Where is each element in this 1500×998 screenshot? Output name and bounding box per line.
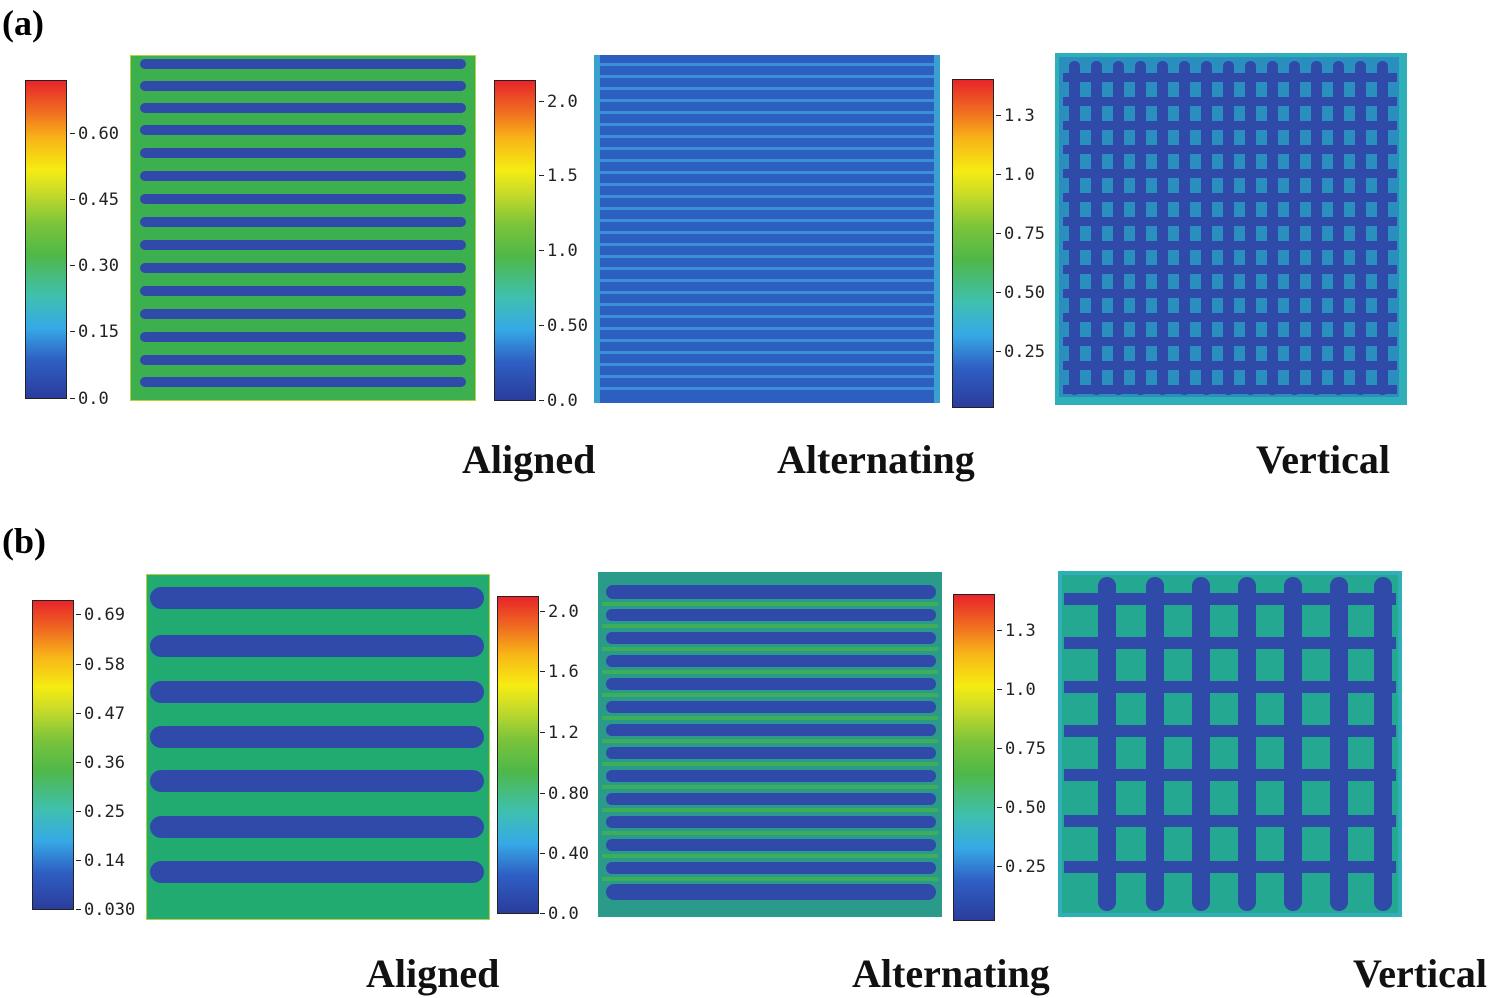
colorbar-tick: 0.50	[996, 283, 1045, 303]
colorbar-a-aligned	[25, 80, 67, 399]
colorbar-tick: 0.030	[75, 900, 136, 920]
colorbar-tick: 0.15	[70, 322, 119, 342]
colorbar-tick: 1.5	[539, 166, 578, 186]
colorbar-tick: 0.50	[539, 316, 588, 336]
colorbar-tick: 2.0	[539, 92, 578, 112]
colorbar-tick: 2.0	[540, 602, 579, 622]
contour-map-a-alternating	[594, 55, 940, 403]
colorbar-tick: 0.25	[76, 802, 125, 822]
colorbar-b-alternating	[497, 596, 539, 914]
colorbar-tick: 0.45	[70, 190, 119, 210]
colorbar-tick: 0.25	[997, 857, 1046, 877]
caption-alternating: Alternating	[777, 437, 975, 482]
panel-label-a: (a)	[2, 3, 44, 43]
colorbar-a-alternating	[494, 80, 536, 401]
colorbar-tick: 0.75	[997, 739, 1046, 759]
colorbar-tick: 1.0	[539, 241, 578, 261]
caption-alternating: Alternating	[852, 951, 1050, 996]
contour-map-a-vertical	[1055, 53, 1407, 405]
colorbar-tick: 0.47	[76, 704, 125, 724]
colorbar-tick: 0.14	[76, 851, 125, 871]
colorbar-tick: 1.6	[540, 662, 579, 682]
colorbar-tick: 1.0	[997, 680, 1036, 700]
colorbar-tick: 1.0	[996, 165, 1035, 185]
contour-map-b-aligned	[146, 574, 490, 920]
colorbar-tick: 0.50	[997, 798, 1046, 818]
colorbar-b-aligned	[32, 600, 74, 910]
panel-label-b: (b)	[2, 521, 46, 561]
caption-vertical: Vertical	[1256, 437, 1391, 482]
colorbar-tick: 1.3	[997, 621, 1036, 641]
colorbar-tick: 0.80	[540, 784, 589, 804]
colorbar-tick: 0.40	[540, 844, 589, 864]
colorbar-tick: 0.30	[70, 256, 119, 276]
colorbar-tick: 0.0	[539, 391, 578, 411]
caption-vertical: Vertical	[1353, 951, 1488, 996]
caption-aligned: Aligned	[462, 437, 596, 482]
colorbar-tick: 0.36	[76, 753, 125, 773]
colorbar-tick: 0.0	[540, 904, 579, 924]
colorbar-tick: 0.58	[76, 655, 125, 675]
colorbar-tick: 1.2	[540, 723, 579, 743]
contour-map-a-aligned	[130, 55, 476, 401]
colorbar-a-vertical	[952, 79, 994, 408]
contour-map-b-vertical	[1058, 571, 1402, 917]
colorbar-tick: 0.60	[70, 124, 119, 144]
contour-map-b-alternating	[598, 572, 942, 917]
colorbar-b-vertical	[953, 594, 995, 921]
colorbar-tick: 0.69	[76, 605, 125, 625]
caption-aligned: Aligned	[366, 951, 500, 996]
colorbar-tick: 0.0	[70, 389, 109, 409]
colorbar-tick: 1.3	[996, 106, 1035, 126]
colorbar-tick: 0.25	[996, 342, 1045, 362]
colorbar-tick: 0.75	[996, 224, 1045, 244]
